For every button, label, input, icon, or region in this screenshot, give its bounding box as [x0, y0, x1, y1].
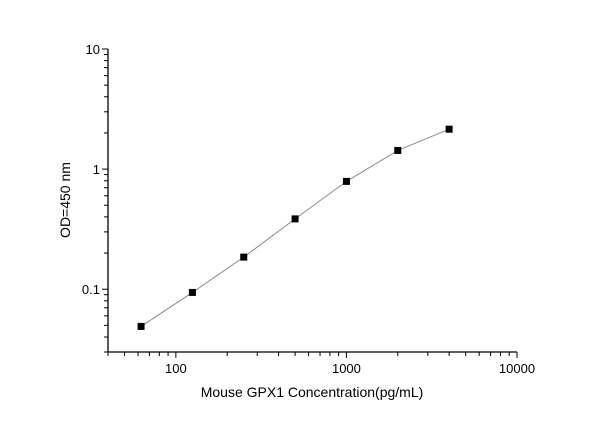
y-tick-label: 1	[93, 162, 100, 177]
data-point	[394, 146, 402, 154]
data-point	[445, 125, 453, 133]
data-point	[342, 177, 350, 185]
x-tick-label: 100	[165, 361, 187, 376]
x-tick-label: 10000	[499, 361, 535, 376]
axes: 100 1000 10000 0.1 1 10	[82, 42, 535, 376]
data-point	[137, 322, 145, 330]
x-tick-label: 1000	[332, 361, 361, 376]
y-axis-label: OD=450 nm	[57, 162, 73, 238]
x-axis-label: Mouse GPX1 Concentration(pg/mL)	[201, 384, 424, 400]
data-point	[240, 253, 248, 261]
y-tick-label: 10	[86, 42, 100, 57]
data-point	[188, 288, 196, 296]
series-line	[140, 128, 450, 327]
data-point	[291, 215, 299, 223]
series-marks	[137, 125, 453, 330]
y-tick-label: 0.1	[82, 282, 100, 297]
